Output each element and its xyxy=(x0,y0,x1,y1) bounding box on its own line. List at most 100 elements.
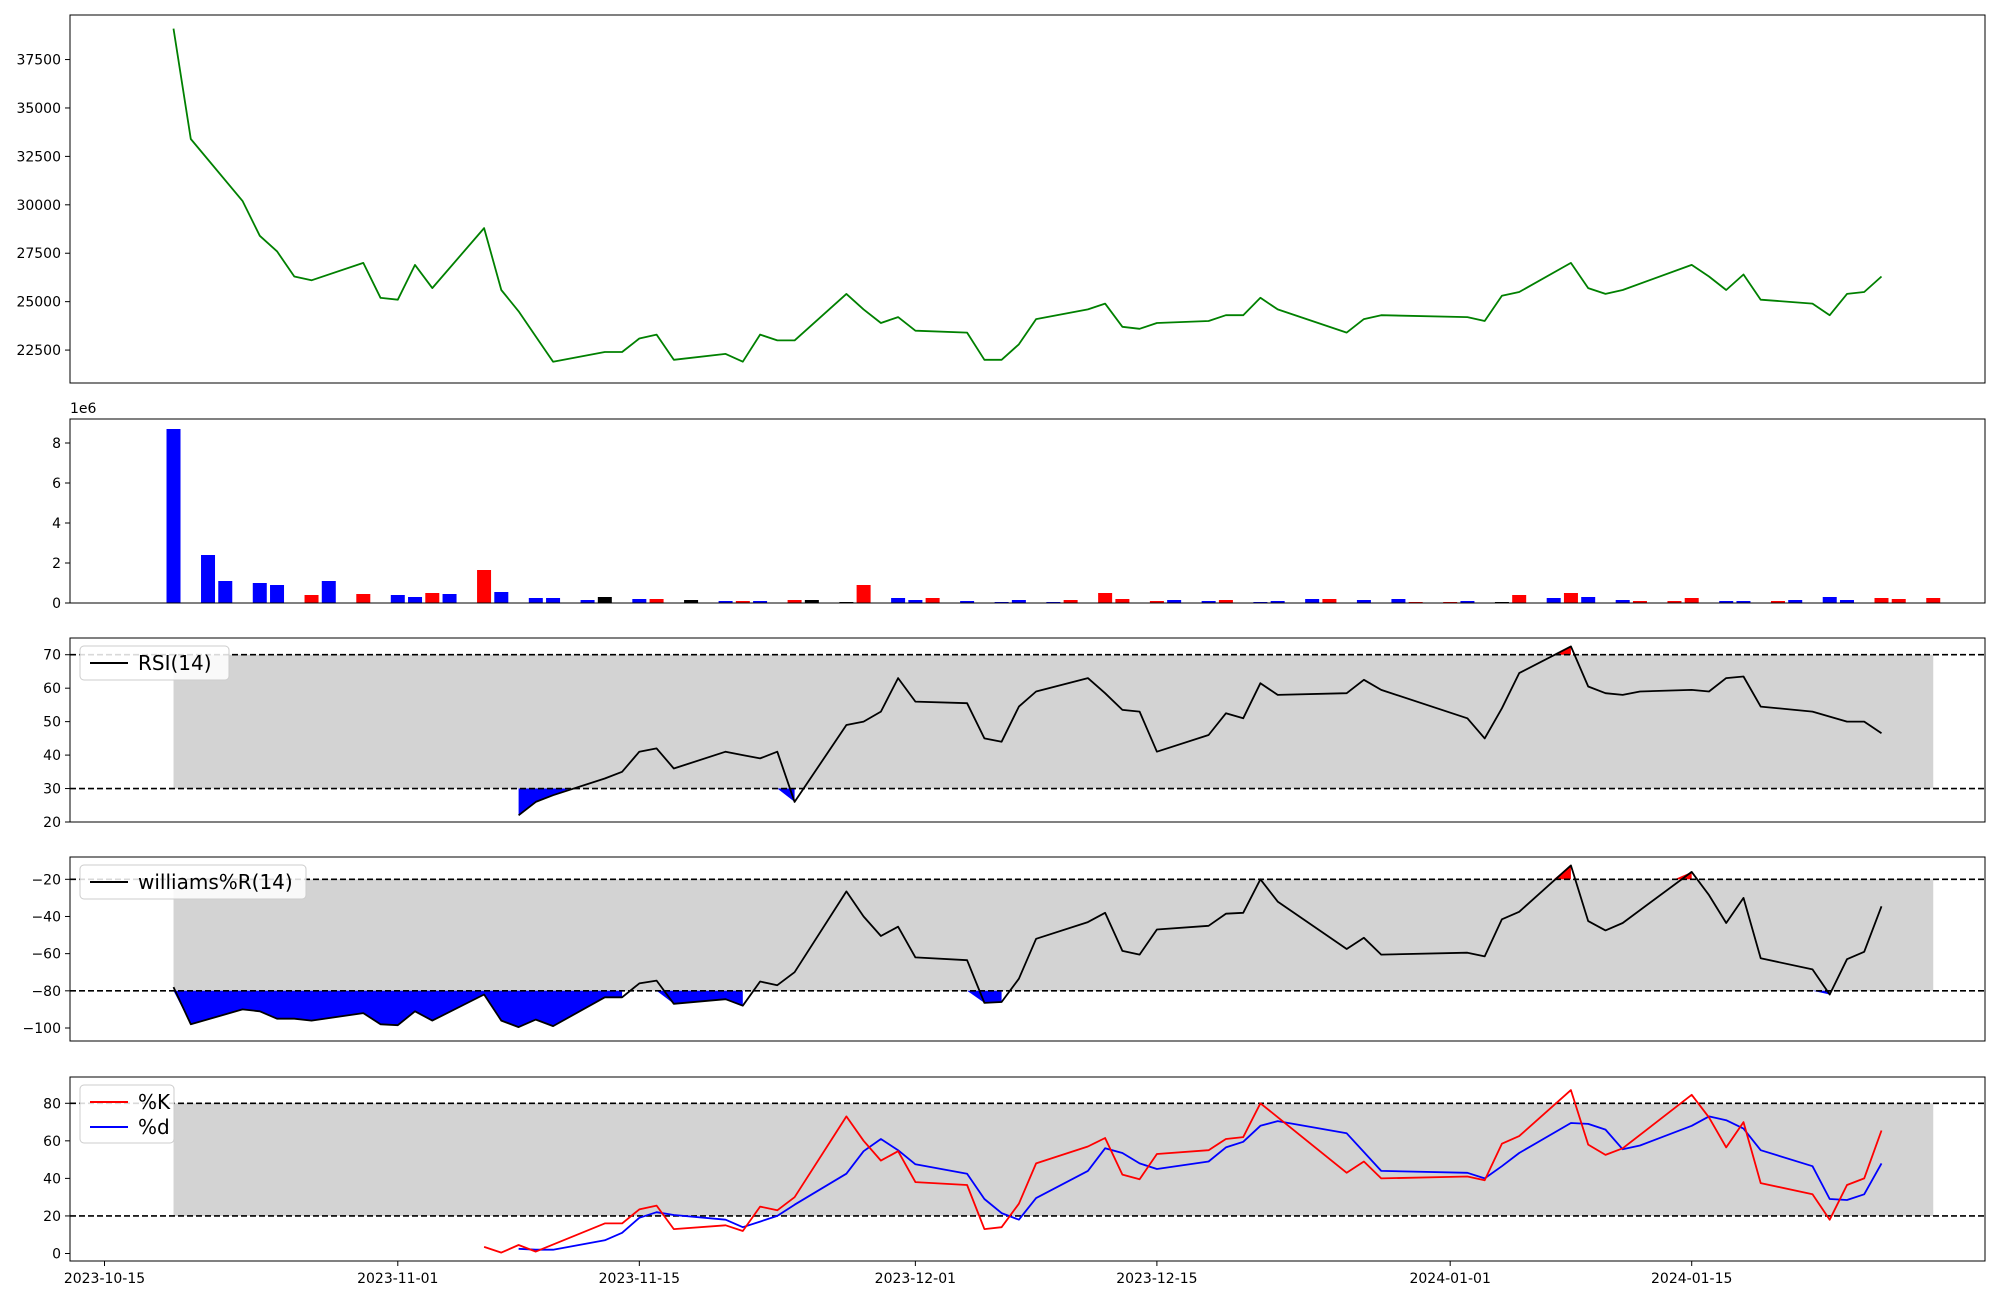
williams-oversold-fill xyxy=(173,990,623,1028)
y-tick-label: 80 xyxy=(43,1096,61,1112)
y-tick-label: 20 xyxy=(43,1209,61,1225)
volume-bar xyxy=(1270,601,1285,603)
stochastic-panel-frame xyxy=(69,1076,1986,1262)
volume-bar xyxy=(753,601,768,603)
y-tick-label: 22500 xyxy=(16,343,61,359)
volume-bar xyxy=(1684,598,1699,603)
y-tick-label: 40 xyxy=(43,748,61,764)
x-tick-label: 2024-01-15 xyxy=(1651,1271,1732,1287)
volume-bar xyxy=(1546,598,1561,603)
legend-box xyxy=(79,1084,175,1144)
volume-bar xyxy=(1632,601,1647,603)
y-tick-label: 0 xyxy=(52,596,61,612)
volume-bar xyxy=(908,600,923,603)
y-tick-label: 30000 xyxy=(16,198,61,214)
volume-bar xyxy=(1926,598,1941,603)
volume-bar xyxy=(201,555,216,603)
x-tick-label: 2023-10-15 xyxy=(64,1271,145,1287)
volume-bar xyxy=(1115,599,1130,603)
rsi-panel-frame xyxy=(69,637,1986,823)
x-tick-label: 2023-11-01 xyxy=(357,1271,438,1287)
volume-bar xyxy=(1788,600,1803,603)
williams-oversold-fill xyxy=(967,990,1002,1003)
volume-bar xyxy=(477,570,492,603)
volume-bar xyxy=(408,597,423,603)
volume-bar xyxy=(1839,600,1854,603)
y-tick-label: −60 xyxy=(31,947,61,963)
williams-oversold-fill xyxy=(1812,990,1830,995)
volume-bar xyxy=(1098,593,1113,603)
y-tick-label: 20 xyxy=(43,815,61,831)
volume-bar xyxy=(597,597,612,603)
y-tick-label: 25000 xyxy=(16,295,61,311)
x-tick-label: 2024-01-01 xyxy=(1409,1271,1490,1287)
volume-bar xyxy=(735,601,750,603)
volume-bar xyxy=(1874,598,1889,603)
volume-bar xyxy=(1460,601,1475,603)
y-tick-label: −100 xyxy=(23,1021,61,1037)
y-tick-label: 37500 xyxy=(16,53,61,69)
volume-bar xyxy=(718,601,733,603)
volume-bar xyxy=(891,598,906,603)
y-tick-label: 2 xyxy=(52,556,61,572)
volume-bar xyxy=(425,593,440,603)
volume-bar xyxy=(356,594,371,603)
y-tick-label: 50 xyxy=(43,715,61,731)
y-tick-label: −20 xyxy=(31,872,61,888)
y-tick-label: 40 xyxy=(43,1171,61,1187)
volume-bar xyxy=(321,581,336,603)
x-tick-label: 2023-12-15 xyxy=(1116,1271,1197,1287)
volume-bar xyxy=(925,598,940,603)
volume-bar xyxy=(1391,599,1406,603)
williams-band xyxy=(173,879,1934,991)
volume-bar xyxy=(804,600,819,603)
volume-bar xyxy=(856,585,871,603)
volume-bar xyxy=(684,600,699,603)
volume-bar xyxy=(1615,600,1630,603)
y-tick-label: 35000 xyxy=(16,101,61,117)
legend-box xyxy=(79,645,230,681)
y-tick-label: 60 xyxy=(43,681,61,697)
volume-bar xyxy=(252,583,267,603)
williams-line xyxy=(172,864,1883,1028)
legend-label: %K xyxy=(138,1090,171,1114)
volume-bar xyxy=(1891,599,1906,603)
volume-bar xyxy=(390,595,405,603)
volume-bar xyxy=(1201,601,1216,603)
volume-bar xyxy=(494,592,509,603)
volume-bar xyxy=(1822,597,1837,603)
price-line xyxy=(172,28,1883,363)
volume-bar xyxy=(304,595,319,603)
volume-bar xyxy=(1149,601,1164,603)
volume-bar xyxy=(1011,600,1026,603)
legend-label: RSI(14) xyxy=(138,651,212,675)
legend-label: %d xyxy=(138,1115,170,1139)
williams-panel-frame xyxy=(69,856,1986,1042)
volume-bar xyxy=(1063,600,1078,603)
volume-bar xyxy=(1719,601,1734,603)
rsi-line xyxy=(518,645,1883,817)
legend-label: williams%R(14) xyxy=(138,870,293,894)
volume-bar xyxy=(1581,597,1596,603)
x-tick-label: 2023-11-15 xyxy=(599,1271,680,1287)
volume-panel-frame xyxy=(69,418,1986,604)
volume-bar xyxy=(1218,600,1233,603)
y-tick-label: 8 xyxy=(52,436,61,452)
rsi-band xyxy=(173,654,1934,789)
y-tick-label: −80 xyxy=(31,984,61,1000)
volume-bar xyxy=(218,581,233,603)
volume-bar xyxy=(1322,599,1337,603)
price-panel-frame xyxy=(69,14,1986,384)
y-tick-label: 60 xyxy=(43,1134,61,1150)
volume-bar xyxy=(442,594,457,603)
volume-bar xyxy=(270,585,285,603)
x-tick-label: 2023-12-01 xyxy=(875,1271,956,1287)
y-tick-label: 6 xyxy=(52,476,61,492)
williams-overbought-fill xyxy=(1674,871,1692,880)
volume-bar xyxy=(166,429,181,603)
volume-bar xyxy=(787,600,802,603)
volume-bar xyxy=(1563,593,1578,603)
volume-bar xyxy=(1667,601,1682,603)
stochastic-k-line xyxy=(483,1089,1883,1254)
